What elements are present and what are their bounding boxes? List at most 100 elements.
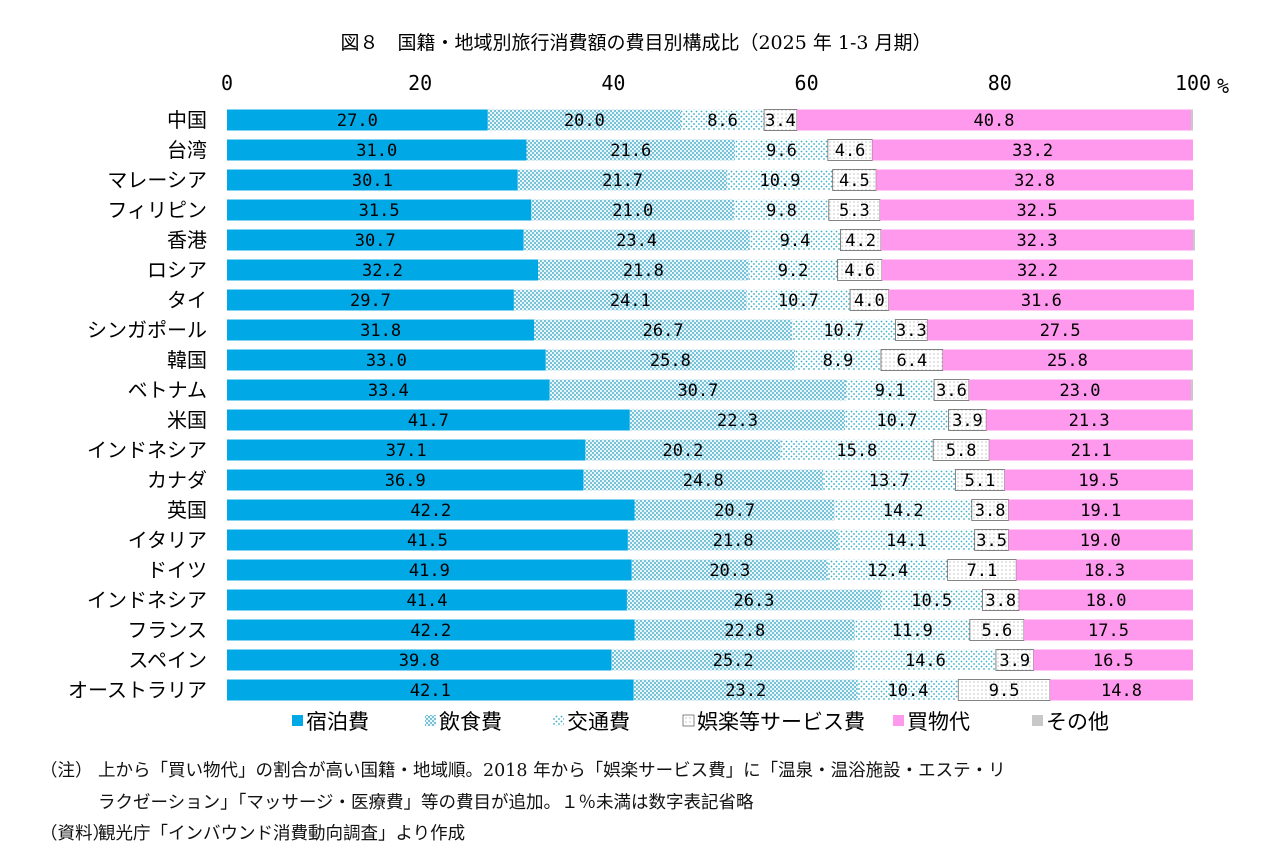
bar-segment [631,559,828,581]
bar-segment [880,199,1194,221]
bar-segment [795,349,881,371]
data-label: 9.8 [766,201,797,221]
data-label: 33.4 [368,381,409,401]
data-label: 20.2 [662,441,703,461]
bar-segment [1004,469,1193,491]
bar-segment [227,319,535,341]
source-text: 観光庁「インバウンド消費動向調査」より作成 [98,824,466,844]
category-label: 香港 [167,228,207,252]
data-label: 5.8 [946,441,977,461]
x-tick-label: 80 [988,71,1012,95]
data-label: 5.3 [839,201,870,221]
category-label: フランス [127,618,207,642]
category-label: インドネシア [87,438,207,462]
data-label: 13.7 [869,471,910,491]
bar-segment [1191,109,1193,131]
bar-segment [823,469,956,491]
source: （資料）観光庁「インバウンド消費動向調査」より作成 [40,820,465,845]
data-label: 9.4 [780,231,811,251]
bar-segment [880,589,983,611]
bar-segment [487,109,682,131]
data-label: 4.0 [854,291,885,311]
category-label: 中国 [167,108,207,132]
data-label: 29.7 [350,291,391,311]
chart-title: 図８ 国籍・地域別旅行消費額の費目別構成比（2025 年 1-3 月期） [340,32,931,54]
data-label: 32.2 [1017,261,1058,281]
data-label: 32.3 [1017,231,1058,251]
data-label: 40.8 [974,111,1015,131]
bar-segment [585,439,781,461]
data-label: 21.1 [1071,441,1112,461]
bar-segment [880,229,1193,251]
data-label: 23.2 [725,681,766,701]
bar-segment [227,559,632,581]
bar-segment [846,379,935,401]
bar-segment [1191,379,1193,401]
data-label: 3.8 [975,501,1006,521]
data-label: 31.6 [1021,291,1062,311]
data-label: 10.4 [888,681,929,701]
data-label: 30.7 [355,231,396,251]
data-label: 9.5 [989,681,1020,701]
data-label: 42.1 [410,681,451,701]
data-label: 25.2 [713,651,754,671]
bar-segment [526,139,736,161]
data-label: 31.5 [359,201,400,221]
data-label: 21.3 [1069,411,1110,431]
data-label: 10.9 [760,171,801,191]
source-label: （資料） [40,824,110,844]
data-label: 24.8 [683,471,724,491]
bar-segment [1192,349,1193,371]
legend-label: 娯楽等サービス費 [697,710,865,734]
category-label: インドネシア [87,588,207,612]
x-tick-label: 40 [601,71,625,95]
legend-swatch [893,715,904,726]
bar-segment [986,409,1193,431]
bar-segment [227,619,635,641]
data-label: 20.3 [709,561,750,581]
data-label: 9.2 [778,261,809,281]
data-label: 25.8 [650,351,691,371]
bar-segment [927,319,1193,341]
category-label: スペイン [128,648,207,672]
bar-segment [1192,529,1193,551]
data-label: 8.6 [707,111,738,131]
data-label: 32.2 [362,261,403,281]
note-line-1: 上から「買い物代」の割合が高い国籍・地域順。2018 年から「娯楽サービス費」に… [98,761,1006,781]
category-label: 米国 [167,408,207,432]
data-label: 32.8 [1014,171,1055,191]
data-label: 31.8 [360,321,401,341]
bar-segment [531,199,735,221]
bar-segment [227,529,628,551]
bar-segment [227,649,612,671]
bar-segment [513,289,747,311]
x-tick-label: 100 [1175,71,1211,95]
legend-label: 買物代 [907,710,970,734]
bar-segment [845,409,949,431]
data-label: 14.6 [905,651,946,671]
data-label: 16.5 [1093,651,1134,671]
data-label: 14.8 [1101,681,1142,701]
data-label: 14.2 [883,501,924,521]
data-label: 42.2 [410,621,451,641]
bar-segment [834,499,972,521]
data-label: 12.4 [867,561,908,581]
bar-segment [792,319,896,341]
data-label: 33.0 [366,351,407,371]
x-unit-label: % [1217,74,1229,98]
data-label: 4.2 [845,231,876,251]
data-label: 17.5 [1088,621,1129,641]
data-label: 21.8 [713,531,754,551]
bar-segment [827,139,873,161]
category-label: シンガポール [87,318,207,342]
bar-segment [968,379,1192,401]
bar-segment [857,679,959,701]
x-tick-label: 60 [795,71,819,95]
bar-segment [583,469,824,491]
bar-segment [876,169,1193,191]
data-label: 4.6 [835,141,866,161]
bar-segment [734,199,829,221]
data-label: 3.3 [896,321,927,341]
legend-label: 飲食費 [439,710,502,734]
data-label: 19.1 [1080,501,1121,521]
